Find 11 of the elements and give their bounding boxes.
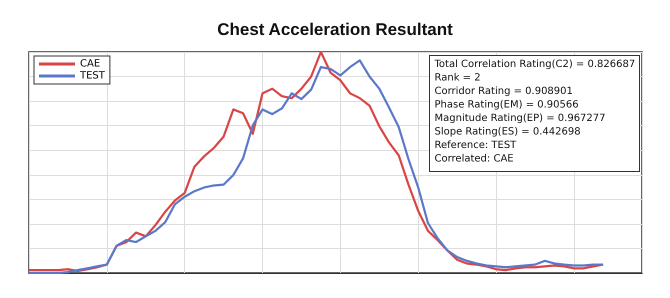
legend-label: TEST: [79, 70, 106, 82]
annotation: Reference: TEST: [434, 140, 518, 151]
annotation: Magnitude Rating(EP) = 0.967277: [434, 113, 606, 124]
annotation: Total Correlation Rating(C2) = 0.826687: [434, 59, 636, 70]
chart-title: Chest Acceleration Resultant: [217, 20, 454, 39]
legend-label: CAE: [80, 58, 100, 70]
annotation: Corridor Rating = 0.908901: [434, 86, 573, 97]
annotation: Slope Rating(ES) = 0.442698: [434, 126, 581, 138]
annotation: Phase Rating(EM) = 0.90566: [434, 100, 579, 110]
annotation: Correlated: CAE: [434, 154, 514, 164]
annotation: Rank = 2: [434, 72, 481, 84]
